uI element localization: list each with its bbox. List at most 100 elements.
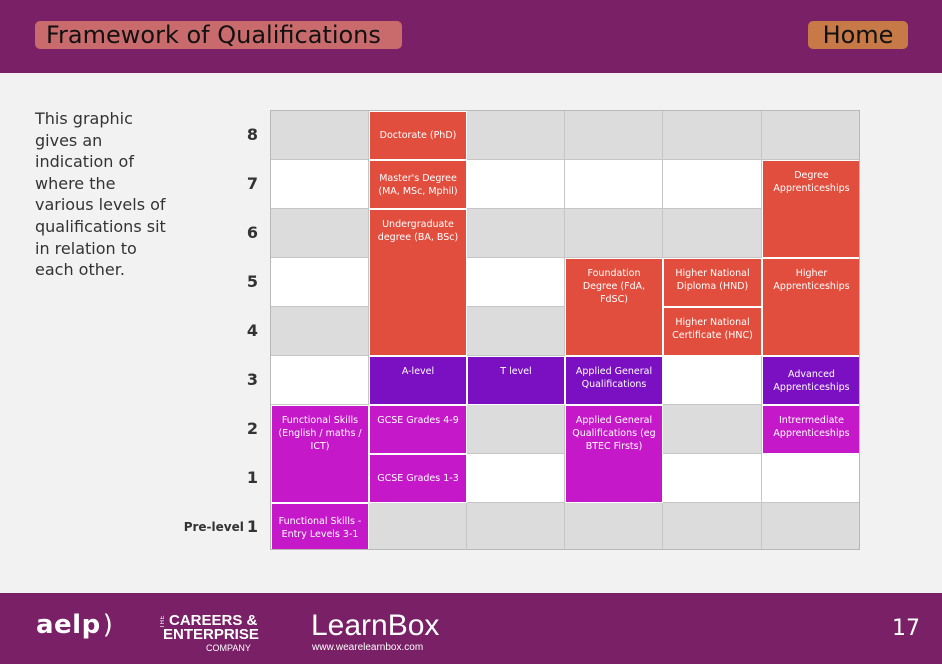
grid-cell bbox=[663, 209, 762, 258]
qualification-label: Undergraduate degree (BA, BSc) bbox=[377, 219, 459, 243]
qualification-label: Foundation Degree (FdA, FdSC) bbox=[582, 268, 646, 305]
level-prefix: Pre-level bbox=[183, 519, 244, 534]
grid-cell bbox=[762, 111, 859, 160]
qualification-block: T level bbox=[467, 356, 565, 405]
level-label: 4 bbox=[247, 306, 258, 355]
learnbox-url: www.wearelearnbox.com bbox=[312, 642, 424, 653]
level-number: 1 bbox=[246, 468, 258, 487]
qualification-label: Doctorate (PhD) bbox=[379, 130, 457, 141]
qualification-block: Undergraduate degree (BA, BSc) bbox=[369, 209, 467, 356]
aelp-logo-text: aelp bbox=[36, 610, 101, 640]
grid-cell bbox=[663, 405, 762, 454]
grid-cell bbox=[369, 503, 467, 549]
grid-cell bbox=[271, 111, 369, 160]
qualification-block: Higher National Diploma (HND) bbox=[663, 258, 762, 307]
grid-cell bbox=[663, 503, 762, 549]
level-number: 5 bbox=[246, 272, 258, 291]
learnbox-name: LearnBox bbox=[311, 609, 440, 642]
grid-cell bbox=[663, 111, 762, 160]
qualification-label: GCSE Grades 4-9 bbox=[377, 415, 459, 426]
qualification-block: Higher Apprenticeships bbox=[762, 258, 859, 356]
page-number: 17 bbox=[892, 616, 920, 641]
qualification-label: Intrermediate Apprenticeships bbox=[773, 415, 850, 439]
grid-cell bbox=[467, 503, 565, 549]
grid-cell bbox=[467, 209, 565, 258]
qualifications-grid: Doctorate (PhD) Master's Degree (MA, MSc,… bbox=[270, 110, 860, 550]
footer-bar bbox=[0, 593, 942, 664]
level-label: 2 bbox=[247, 404, 258, 453]
grid-cell bbox=[565, 209, 663, 258]
grid-cell bbox=[271, 160, 369, 209]
grid-cell bbox=[663, 160, 762, 209]
qualification-block: A-level bbox=[369, 356, 467, 405]
qualification-label: A-level bbox=[401, 366, 435, 377]
qualification-block: Functional Skills (English / maths / ICT… bbox=[271, 405, 369, 503]
cec-line3: COMPANY bbox=[206, 643, 251, 653]
qualification-label: Degree Apprenticeships bbox=[773, 170, 850, 194]
grid-cell bbox=[565, 111, 663, 160]
level-label: 1 bbox=[247, 453, 258, 502]
cec-line1: CAREERS & bbox=[169, 612, 258, 629]
qualification-block: GCSE Grades 1-3 bbox=[369, 454, 467, 503]
header-bar: Framework of Qualifications Home bbox=[0, 0, 942, 73]
level-label: 7 bbox=[247, 159, 258, 208]
grid-cell bbox=[663, 356, 762, 405]
qualification-label: Applied General Qualifications (eg BTEC … bbox=[572, 415, 656, 452]
grid-cell bbox=[271, 209, 369, 258]
page-title: Framework of Qualifications bbox=[35, 21, 402, 49]
grid-cell bbox=[271, 307, 369, 356]
level-label: 5 bbox=[247, 257, 258, 306]
grid-cell bbox=[467, 160, 565, 209]
level-number: 8 bbox=[246, 125, 258, 144]
qualification-block: Applied General Qualifications (eg BTEC … bbox=[565, 405, 663, 503]
qualification-label: Higher Apprenticeships bbox=[773, 268, 850, 292]
grid-cell bbox=[271, 356, 369, 405]
qualification-label: Functional Skills - Entry Levels 3-1 bbox=[278, 515, 362, 540]
grid-cell bbox=[762, 503, 859, 549]
qualification-block: Higher National Certificate (HNC) bbox=[663, 307, 762, 356]
qualification-label: Higher National Certificate (HNC) bbox=[672, 317, 753, 341]
grid-cell bbox=[565, 160, 663, 209]
aelp-logo: aelp) bbox=[36, 610, 113, 640]
qualification-label: T level bbox=[500, 366, 532, 377]
qualification-block: Functional Skills - Entry Levels 3-1 bbox=[271, 503, 369, 549]
home-button[interactable]: Home bbox=[808, 21, 908, 49]
learnbox-logo: LearnBox www.wearelearnbox.com bbox=[311, 609, 471, 654]
intro-text: This graphic gives an indication of wher… bbox=[35, 109, 166, 280]
qualification-label: Higher National Diploma (HND) bbox=[675, 268, 750, 292]
level-axis: 8 7 6 5 4 3 2 1 Pre-level 1 bbox=[180, 110, 268, 550]
level-number: 1 bbox=[246, 517, 258, 536]
qualification-block: Advanced Apprenticeships bbox=[762, 356, 859, 405]
qualification-block: Applied General Qualifications bbox=[565, 356, 663, 405]
qualification-label: Applied General Qualifications bbox=[575, 366, 653, 390]
level-number: 2 bbox=[246, 419, 258, 438]
grid-cell bbox=[663, 454, 762, 503]
level-label: 6 bbox=[247, 208, 258, 257]
level-label: 3 bbox=[247, 355, 258, 404]
qualification-block: Doctorate (PhD) bbox=[369, 111, 467, 160]
level-number: 7 bbox=[246, 174, 258, 193]
qualification-block: GCSE Grades 4-9 bbox=[369, 405, 467, 454]
level-number: 3 bbox=[246, 370, 258, 389]
qualification-label: GCSE Grades 1-3 bbox=[377, 473, 459, 484]
aelp-logo-mark: ) bbox=[102, 610, 114, 640]
qualification-label: Advanced Apprenticeships bbox=[773, 368, 850, 393]
grid-cell bbox=[467, 405, 565, 454]
qualification-block: Foundation Degree (FdA, FdSC) bbox=[565, 258, 663, 356]
grid-cell bbox=[762, 454, 859, 503]
grid-cell bbox=[467, 258, 565, 307]
level-label: 8 bbox=[247, 110, 258, 159]
qualification-block: Master's Degree (MA, MSc, Mphil) bbox=[369, 160, 467, 209]
cec-line2: ENTERPRISE bbox=[163, 626, 259, 643]
grid-cell bbox=[467, 307, 565, 356]
level-label: Pre-level 1 bbox=[184, 502, 258, 551]
level-number: 6 bbox=[246, 223, 258, 242]
qualification-label: Functional Skills (English / maths / ICT… bbox=[278, 415, 362, 452]
level-number: 4 bbox=[246, 321, 258, 340]
grid-cell bbox=[467, 111, 565, 160]
qualification-block: Intrermediate Apprenticeships bbox=[762, 405, 859, 454]
qualification-label: Master's Degree (MA, MSc, Mphil) bbox=[378, 172, 458, 197]
grid-cell bbox=[565, 503, 663, 549]
grid-cell bbox=[271, 258, 369, 307]
grid-cell bbox=[467, 454, 565, 503]
